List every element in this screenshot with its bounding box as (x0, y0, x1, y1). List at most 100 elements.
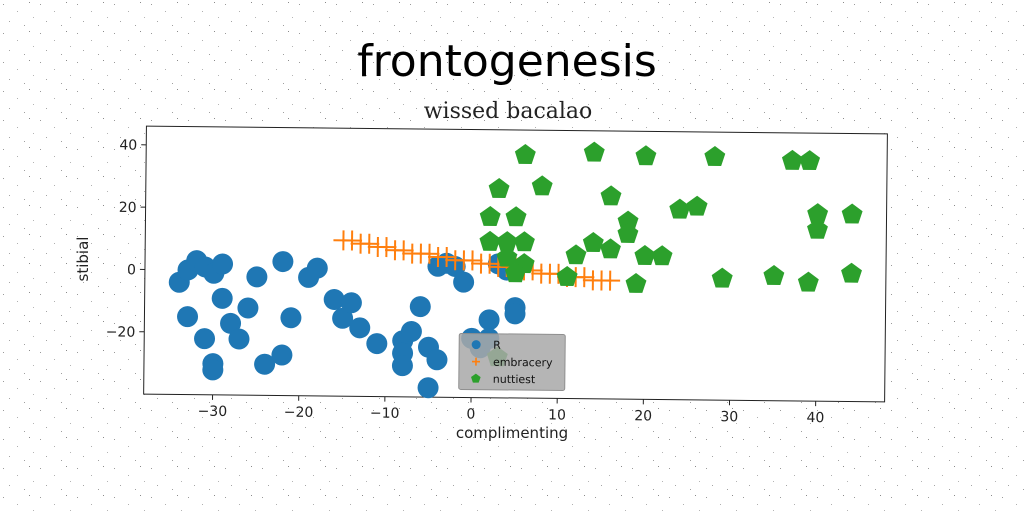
axis-ticks: −30 −20 −10 0 10 20 30 40 −20 0 20 40 (106, 138, 825, 427)
data-point-pentagon (841, 262, 862, 283)
data-point-pentagon (504, 262, 526, 283)
chart-subtitle: wissed bacalao (424, 99, 593, 124)
data-point-pentagon (496, 231, 518, 252)
data-point-circle (212, 253, 234, 275)
x-axis-label: complimenting (456, 424, 568, 442)
data-point-pentagon (669, 198, 691, 219)
data-point-pentagon (841, 203, 863, 224)
data-point-circle (323, 289, 345, 311)
legend-label: R (493, 339, 501, 352)
data-point-plus (574, 267, 595, 288)
data-point-pentagon (711, 267, 733, 288)
data-point-plus (600, 270, 621, 291)
data-point-pentagon (807, 203, 829, 224)
data-point-pentagon (556, 266, 578, 287)
data-point-circle (280, 307, 302, 329)
data-point-pentagon (651, 245, 673, 266)
data-point-pentagon (531, 175, 553, 196)
data-point-pentagon (600, 185, 622, 206)
data-point-circle (340, 292, 362, 314)
chart-title: frontogenesis (357, 36, 657, 87)
data-point-circle (417, 377, 439, 399)
y-tick-label: 0 (127, 262, 136, 278)
data-point-circle (366, 333, 388, 355)
data-point-circle (202, 359, 224, 381)
data-point-circle (220, 312, 242, 334)
data-point-pentagon (625, 272, 647, 293)
data-point-circle (391, 355, 413, 377)
data-point-pentagon (582, 232, 604, 252)
legend-label: nuttiest (493, 373, 536, 386)
data-point-pentagon (781, 149, 803, 170)
data-point-pentagon (763, 265, 785, 285)
x-tick-label: 40 (806, 410, 824, 426)
data-point-pentagon (505, 206, 527, 227)
data-point-pentagon (704, 145, 726, 166)
data-point-circle (228, 328, 250, 350)
data-point-plus (376, 237, 397, 258)
y-tick-label: −20 (106, 324, 136, 340)
x-tick-label: 30 (720, 409, 738, 425)
data-point-pentagon (797, 271, 819, 292)
data-point-pentagon (617, 222, 639, 243)
x-tick-label: −30 (198, 404, 228, 420)
data-point-pentagon (686, 195, 708, 216)
data-point-plus (436, 247, 457, 268)
data-point-circle (246, 266, 268, 288)
data-point-pentagon (617, 210, 639, 231)
data-point-circle (400, 320, 422, 342)
series-embracery (333, 230, 621, 291)
data-point-circle (306, 257, 328, 279)
data-point-pentagon (513, 231, 535, 252)
data-point-pentagon (600, 238, 621, 259)
data-point-circle (409, 296, 431, 318)
data-point-circle (504, 303, 526, 325)
data-point-pentagon (799, 150, 821, 171)
data-point-circle (349, 317, 371, 339)
x-tick-label: −10 (370, 405, 400, 421)
data-point-pentagon (488, 178, 510, 198)
data-point-pentagon (635, 145, 657, 166)
data-point-circle (177, 306, 199, 328)
data-point-pentagon (565, 244, 587, 265)
x-tick-label: 10 (548, 407, 566, 423)
data-point-plus (393, 240, 414, 261)
legend-marker-circle (471, 340, 481, 350)
data-point-plus (479, 253, 500, 274)
y-tick-label: 40 (119, 138, 137, 154)
legend-marker-pentagon (471, 373, 481, 383)
data-point-pentagon (807, 218, 828, 239)
data-point-pentagon (514, 144, 536, 164)
data-point-circle (332, 307, 354, 329)
x-tick-label: −20 (284, 405, 314, 421)
data-point-pentagon (496, 246, 518, 267)
data-point-circle (478, 309, 500, 331)
data-point-plus (462, 250, 483, 271)
legend-label: embracery (493, 356, 553, 370)
legend-box (458, 332, 566, 392)
data-point-circle (194, 328, 216, 350)
data-point-plus (419, 243, 440, 264)
data-point-circle (237, 297, 259, 319)
data-point-circle (272, 251, 294, 273)
data-point-pentagon (583, 141, 605, 162)
x-tick-label: 20 (634, 408, 652, 424)
data-point-circle (453, 271, 475, 293)
data-point-pentagon (479, 230, 501, 251)
data-point-plus (359, 233, 380, 254)
legend-marker-plus (471, 357, 481, 366)
data-point-circle (254, 353, 276, 375)
data-point-circle (211, 287, 233, 309)
x-tick-label: 0 (466, 406, 475, 422)
data-point-plus (342, 230, 363, 251)
data-point-circle (426, 349, 448, 371)
data-point-pentagon (479, 206, 501, 227)
y-axis-label: stibial (74, 237, 92, 282)
data-point-circle (271, 344, 293, 366)
y-tick-label: 20 (119, 200, 137, 216)
data-point-pentagon (634, 245, 656, 266)
series-r (168, 250, 526, 399)
